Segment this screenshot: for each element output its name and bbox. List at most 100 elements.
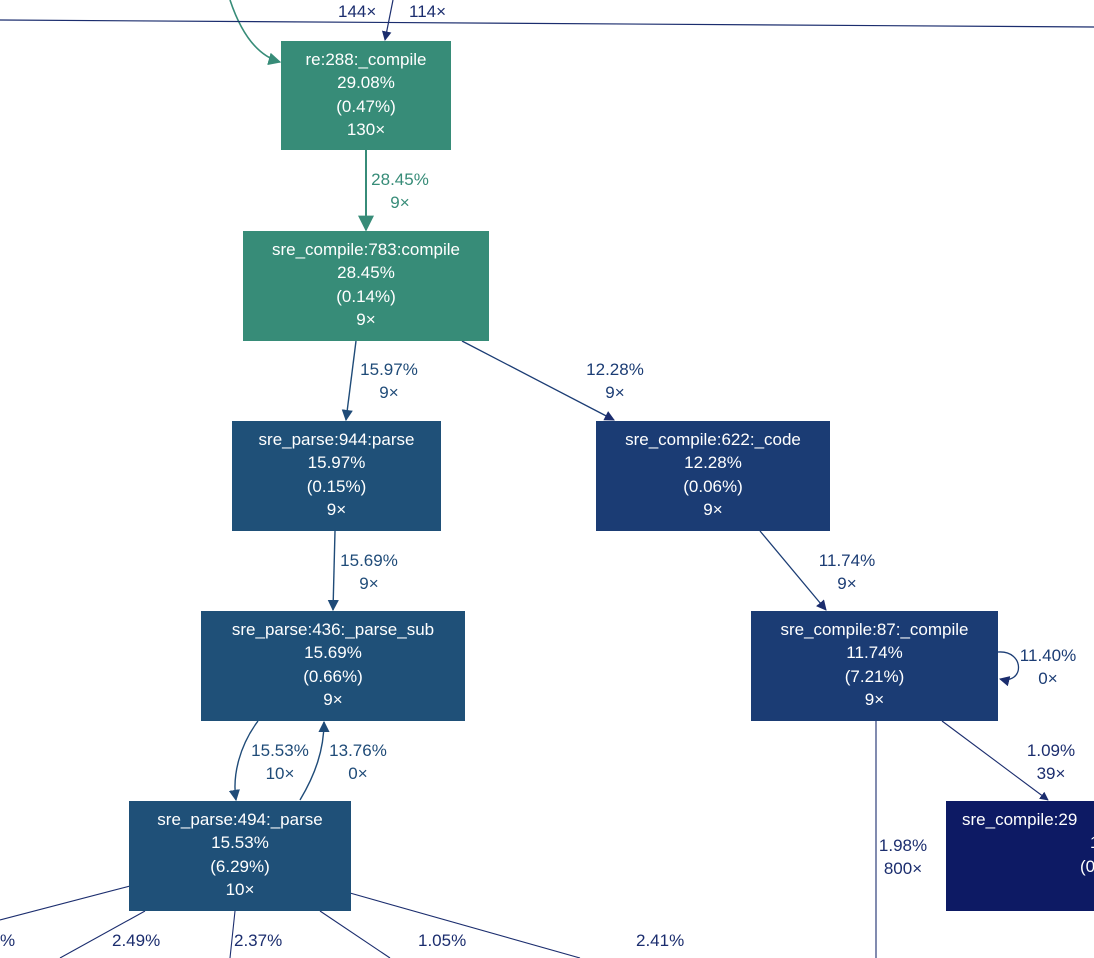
node-name: re:288:_compile [305, 50, 427, 69]
node-self: (0.66%) [303, 666, 363, 686]
node-self: (0.15%) [306, 476, 367, 496]
edge-compile-to-code [461, 340, 615, 421]
edge-count: 9× [359, 574, 379, 593]
edge-parse494-to-parse-sub [299, 720, 330, 801]
edge-count: 0× [1038, 669, 1058, 688]
node-total: 15.69% [304, 643, 362, 663]
edge-pct: 2.49% [112, 931, 161, 950]
edge-label-parse494-out-b: 2.49% [112, 929, 160, 952]
node-total: 15.53% [211, 833, 269, 853]
edge-top-left [229, 0, 282, 66]
node-sre-compile-code[interactable]: sre_compile:622:_code 12.28% (0.06%) 9× [596, 421, 830, 531]
edge-count: 10× [265, 764, 295, 783]
edge-count: 9× [390, 193, 410, 212]
edge-pct: 15.53% [251, 741, 309, 760]
node-self: (0 [1080, 856, 1094, 876]
edge-pct: 12.28% [586, 360, 644, 379]
edge-compile87-self [997, 651, 1020, 687]
node-calls: 130× [346, 119, 386, 139]
node-self: (0.47%) [336, 96, 396, 116]
edge-label-parse494-out-c: 2.37% [234, 929, 282, 952]
edge-count: 9× [837, 574, 857, 593]
node-sre-parse-parse[interactable]: sre_parse:944:parse 15.97% (0.15%) 9× [232, 421, 441, 531]
node-total: 1 [962, 831, 1094, 854]
edge-pct: 11.40% [1019, 646, 1077, 665]
node-sre-compile-87[interactable]: sre_compile:87:_compile 11.74% (7.21%) 9… [751, 611, 998, 721]
edge-label-parse494-to-parse-sub: 13.76% 0× [323, 739, 393, 785]
edge-parse494-out-a [0, 885, 131, 921]
edge-parse-sub-to-parse494 [228, 720, 259, 802]
edge-label-parse-to-parse-sub: 15.69% 9× [334, 549, 404, 595]
node-name: sre_parse:436:_parse_sub [231, 620, 435, 639]
node-total: 11.74% [846, 643, 903, 663]
node-name: sre_compile:29 [962, 810, 1078, 829]
node-total: 12.28% [684, 453, 742, 473]
node-self: (0.14%) [336, 286, 396, 306]
edge-label-compile87-to-29: 1.09% 39× [1016, 739, 1086, 785]
edge-label-compile-to-parse: 15.97% 9× [354, 358, 424, 404]
edge-label-top-left: 144× [338, 0, 376, 23]
edge-code-to-compile87 [759, 530, 827, 611]
node-calls: 9× [703, 499, 723, 519]
node-name: sre_compile:783:compile [271, 240, 461, 259]
node-calls: 9× [864, 689, 885, 709]
edge-parse494-out-c [229, 910, 236, 958]
edge-pct: 11.74% [818, 551, 876, 570]
edge-pct: 15.69% [340, 551, 398, 570]
node-re-compile[interactable]: re:288:_compile 29.08% (0.47%) 130× [281, 41, 451, 150]
edge-count: 0× [348, 764, 368, 783]
edge-parse-to-parse-sub [327, 530, 339, 612]
node-calls: 10× [225, 879, 255, 899]
edge-parse494-out-d [319, 910, 391, 958]
edge-count: 800× [883, 859, 923, 878]
edge-pct: 28.45% [371, 170, 429, 189]
edge-parse494-out-e [349, 892, 581, 958]
edge-compile-to-parse [341, 340, 357, 422]
edge-label-code-to-compile87: 11.74% 9× [812, 549, 882, 595]
edge-pct: 1.05% [418, 931, 467, 950]
edge-top-horizontal [0, 19, 1094, 28]
node-self: (0.06%) [683, 476, 743, 496]
node-calls: 9× [323, 689, 343, 709]
edge-pct: 15.97% [360, 360, 418, 379]
edge-label-re-to-compile: 28.45% 9× [365, 168, 435, 214]
node-name: sre_compile:87:_compile [780, 620, 969, 639]
edge-label-compile-to-code: 12.28% 9× [580, 358, 650, 404]
node-self: (6.29%) [210, 856, 270, 876]
edge-label-parse494-out-e: 2.41% [636, 929, 684, 952]
edge-count: 144× [338, 2, 377, 21]
node-total: 29.08% [337, 73, 395, 93]
edge-top-right [381, 0, 394, 41]
edge-label-compile87-self: 11.40% 0× [1013, 644, 1083, 690]
edge-pct: 2.37% [234, 931, 283, 950]
node-sre-compile-29[interactable]: sre_compile:29 1 (0 [946, 801, 1094, 911]
edge-pct: % [0, 931, 16, 950]
edge-pct: 13.76% [329, 741, 387, 760]
edge-label-parse494-out-a: % [0, 929, 15, 952]
node-sre-parse-494[interactable]: sre_parse:494:_parse 15.53% (6.29%) 10× [129, 801, 351, 911]
node-sre-parse-parse-sub[interactable]: sre_parse:436:_parse_sub 15.69% (0.66%) … [201, 611, 465, 721]
node-name: sre_parse:494:_parse [157, 810, 323, 829]
node-total: 15.97% [307, 453, 366, 473]
edge-pct: 1.98% [878, 836, 928, 855]
node-calls: 9× [356, 309, 376, 329]
edge-pct: 1.09% [1026, 741, 1076, 760]
edge-count: 9× [379, 383, 399, 402]
edge-label-parse-sub-to-parse494: 15.53% 10× [245, 739, 315, 785]
edge-count: 114× [409, 2, 447, 21]
edge-count: 39× [1036, 764, 1066, 783]
edge-label-top-right: 114× [409, 0, 446, 23]
edge-compile87-to-29 [941, 720, 1049, 801]
node-sre-compile-29-clip: sre_compile:29 1 (0 [946, 801, 1094, 911]
edge-pct: 2.41% [636, 931, 685, 950]
edge-label-parse494-out-d: 1.05% [418, 929, 466, 952]
edge-label-compile87-down: 1.98% 800× [868, 834, 938, 880]
edge-parse494-out-b [59, 910, 146, 958]
node-total: 28.45% [337, 263, 395, 283]
node-self: (7.21%) [844, 666, 905, 686]
node-name: sre_compile:622:_code [625, 430, 801, 449]
edge-count: 9× [605, 383, 625, 402]
node-name: sre_parse:944:parse [258, 430, 415, 449]
node-sre-compile-compile[interactable]: sre_compile:783:compile 28.45% (0.14%) 9… [243, 231, 489, 341]
